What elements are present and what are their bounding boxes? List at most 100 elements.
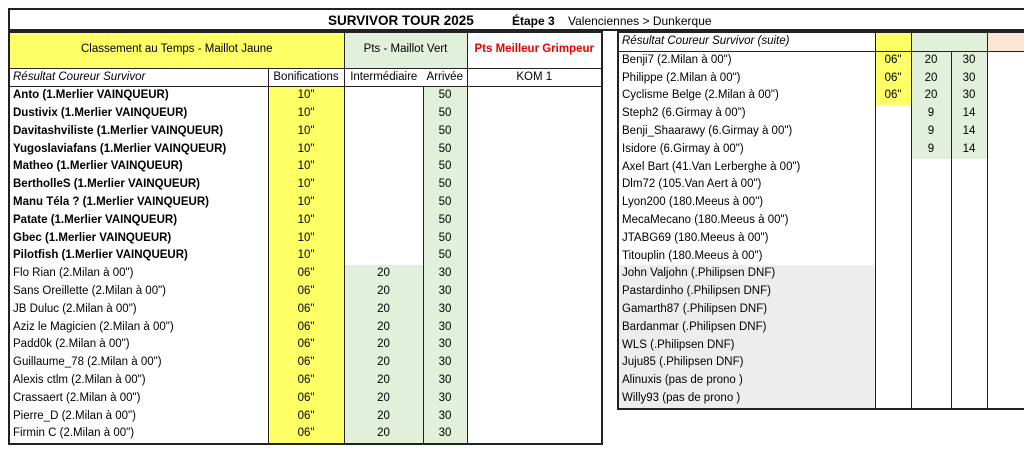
bonification: [874, 176, 911, 195]
bonification: [874, 247, 911, 266]
finish-points: 30: [422, 372, 468, 390]
finish-points: 30: [950, 51, 987, 70]
kom-points: [986, 69, 1024, 88]
table-row: Crassaert (2.Milan à 00") 06" 20 30: [9, 389, 603, 408]
intermediate-points: [910, 211, 951, 230]
bonification: 10": [267, 140, 345, 159]
bonification: 06": [267, 354, 345, 373]
rider-name: Firmin C (2.Milan à 00"): [13, 427, 135, 440]
kom-points: [466, 229, 603, 248]
rider-name: Juju85 (.Philipsen DNF): [618, 354, 875, 373]
finish-points: 30: [422, 425, 468, 445]
bonification: 10": [267, 86, 345, 106]
bonification: [874, 354, 911, 373]
finish-points: [950, 211, 987, 230]
finish-points: [950, 372, 987, 390]
table-row: JTABG69 (180.Meeus à 00"): [618, 229, 1024, 248]
finish-points: 50: [422, 105, 468, 123]
kom-points: [986, 354, 1024, 373]
kom-points: [986, 247, 1024, 266]
table-row: Sans Oreillette (2.Milan à 00") 06" 20 30: [9, 283, 603, 301]
bonification: [874, 336, 911, 355]
kom-points: [466, 176, 603, 195]
intermediate-points: 20: [343, 425, 424, 445]
intermediate-points: [343, 122, 424, 141]
table-row: BertholleS (1.Merlier VAINQUEUR) 10" 50: [9, 176, 603, 195]
rider-name: Titouplin (180.Meeus à 00"): [622, 249, 763, 262]
finish-points: 30: [422, 389, 468, 408]
kom-points: [466, 425, 603, 445]
intermediate-points: 20: [343, 265, 424, 284]
finish-points: [950, 265, 987, 284]
rider-name: Willy93 (pas de prono ): [618, 389, 875, 409]
table-row: John Valjohn (.Philipsen DNF): [618, 265, 1024, 284]
rider-name: Davitashviliste (1.Merlier VAINQUEUR): [13, 124, 224, 137]
bonification: [874, 318, 911, 337]
title-bar: SURVIVOR TOUR 2025 Étape 3 Valenciennes …: [8, 8, 1024, 31]
stage-label: Étape 3: [512, 14, 555, 28]
intermediate-points: [343, 140, 424, 159]
kom-points: [986, 300, 1024, 319]
intermediate-points: 20: [343, 283, 424, 301]
bonification: 06": [267, 265, 345, 284]
kom-points: [466, 122, 603, 141]
finish-points: [950, 300, 987, 319]
table-row: WLS (.Philipsen DNF): [618, 336, 1024, 355]
table-row: Manu Téla ? (1.Merlier VAINQUEUR) 10" 50: [9, 194, 603, 212]
rider-name: Pilotfish (1.Merlier VAINQUEUR): [13, 249, 188, 262]
table-row: Lyon200 (180.Meeus à 00"): [618, 194, 1024, 212]
kom-points: [466, 194, 603, 212]
kom-points: [466, 336, 603, 355]
rider-name: Crassaert (2.Milan à 00"): [13, 391, 141, 404]
kom-points: [466, 283, 603, 301]
header-kom-cell: [986, 32, 1024, 52]
bonification: 06": [267, 407, 345, 426]
rider-name: Axel Bart (41.Van Lerberghe à 00"): [622, 160, 801, 173]
intermediate-points: 20: [910, 51, 951, 70]
rider-name: Gbec (1.Merlier VAINQUEUR): [13, 231, 172, 244]
finish-points: 50: [422, 194, 468, 212]
intermediate-points: 20: [343, 372, 424, 390]
intermediate-points: 20: [910, 69, 951, 88]
rider-name: Bardanmar (.Philipsen DNF): [618, 318, 875, 337]
kom-points: [466, 158, 603, 177]
rider-name: Anto (1.Merlier VAINQUEUR): [13, 89, 169, 102]
bonification: 10": [267, 122, 345, 141]
intermediate-points: [910, 336, 951, 355]
finish-points: [950, 176, 987, 195]
bonification: 06": [874, 51, 911, 70]
intermediate-points: 20: [343, 336, 424, 355]
intermediate-points: 20: [910, 87, 951, 106]
intermediate-points: 20: [343, 389, 424, 408]
rider-name: Flo Rian (2.Milan à 00"): [13, 267, 134, 280]
left-results-table: Classement au Temps - Maillot Jaune Pts …: [8, 31, 604, 446]
bonification: 06": [267, 283, 345, 301]
finish-points: 14: [950, 122, 987, 141]
table-row: Pierre_D (2.Milan à 00") 06" 20 30: [9, 407, 603, 426]
table-row: Dlm72 (105.Van Aert à 00"): [618, 176, 1024, 195]
finish-points: 30: [422, 407, 468, 426]
kom-points: [986, 140, 1024, 159]
table-row: Cyclisme Belge (2.Milan à 00") 06" 20 30: [618, 87, 1024, 106]
rider-name: JB Duluc (2.Milan à 00"): [13, 302, 137, 315]
finish-points: 50: [422, 122, 468, 141]
kom-points: [466, 211, 603, 230]
finish-points: 50: [422, 176, 468, 195]
right-results-table: Résultat Coureur Survivor (suite) Benji7…: [617, 31, 1024, 410]
intermediate-points: [910, 372, 951, 390]
subheader-resultat-suite: Résultat Coureur Survivor (suite): [622, 35, 790, 47]
rider-name: Manu Téla ? (1.Merlier VAINQUEUR): [13, 196, 209, 209]
bonification: 10": [267, 176, 345, 195]
header-bonif-cell: [874, 32, 911, 52]
table-row: Pilotfish (1.Merlier VAINQUEUR) 10" 50: [9, 247, 603, 266]
bonification: [874, 105, 911, 123]
table-row: Anto (1.Merlier VAINQUEUR) 10" 50: [9, 86, 603, 106]
intermediate-points: [343, 211, 424, 230]
intermediate-points: 20: [343, 354, 424, 373]
table-row: Isidore (6.Girmay à 00") 9 14: [618, 140, 1024, 159]
finish-points: 50: [422, 86, 468, 106]
table-row: Gamarth87 (.Philipsen DNF): [618, 300, 1024, 319]
intermediate-points: [910, 158, 951, 177]
finish-points: 14: [950, 105, 987, 123]
rider-name: Pierre_D (2.Milan à 00"): [13, 409, 136, 422]
